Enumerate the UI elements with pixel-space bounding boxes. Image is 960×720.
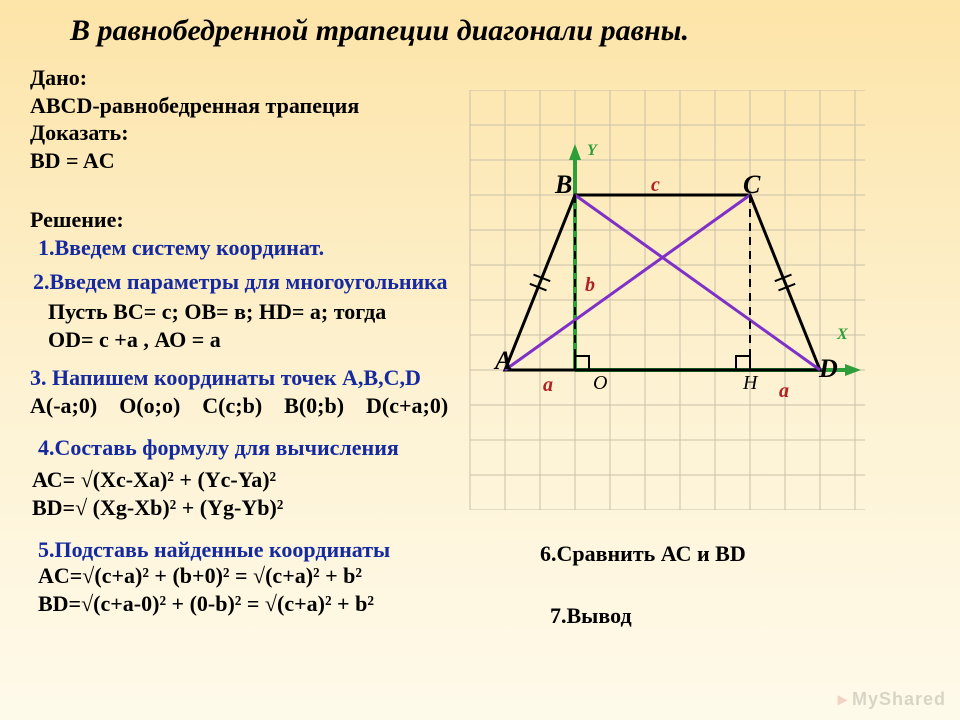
step4b: BD=√ (Хg-Хb)² + (Yg-Yb)²: [32, 495, 283, 520]
label-O: O: [593, 372, 607, 395]
step5-body: AC=√(c+a)² + (b+0)² = √(c+a)² + b² BD=√(…: [38, 562, 374, 617]
given-l3: BD = AC: [30, 148, 115, 173]
step6: 6.Сравнить АС и ВD: [540, 540, 746, 568]
page-title: В равнобедренной трапеции диагонали равн…: [70, 14, 689, 48]
step3a: А(-а;0) О(о;о) С(с;b) B(0;b) D(с+а;0): [30, 392, 448, 420]
given-l1: АВСD-равнобедренная трапеция: [30, 93, 359, 118]
step1: 1.Введем систему координат.: [38, 234, 324, 262]
step5a: AC=√(c+a)² + (b+0)² = √(c+a)² + b²: [38, 563, 362, 588]
given-heading: Дано:: [30, 65, 87, 90]
step2b: ОD= с +а , АО = а: [48, 327, 221, 352]
watermark: ▸MyShared: [838, 689, 946, 710]
geometry-diagram: A B C D O H a a b c X Y: [465, 90, 920, 510]
step3: 3. Напишем координаты точек А,В,С,D: [30, 364, 421, 392]
watermark-play-icon: ▸: [838, 689, 848, 709]
label-X: X: [837, 326, 848, 344]
label-A: A: [495, 346, 512, 376]
step2a: Пусть ВС= с; ОВ= в; НD= a; тогда: [48, 299, 386, 324]
label-b: b: [585, 274, 595, 297]
solution-heading: Решение:: [30, 206, 124, 234]
step2-body: Пусть ВС= с; ОВ= в; НD= a; тогда ОD= с +…: [48, 298, 386, 353]
label-c: c: [651, 174, 660, 197]
step2: 2.Введем параметры для многоугольника: [33, 268, 448, 296]
label-a1: a: [543, 374, 553, 397]
step5: 5.Подставь найденные координаты: [38, 536, 390, 564]
step5b: BD=√(c+a-0)² + (0-b)² = √(c+a)² + b²: [38, 591, 374, 616]
step4-body: АС= √(Хс-Ха)² + (Yc-Ya)² BD=√ (Хg-Хb)² +…: [32, 466, 283, 521]
given-l2: Доказать:: [30, 120, 129, 145]
label-H: H: [743, 372, 757, 395]
label-D: D: [819, 354, 838, 384]
step4a: АС= √(Хс-Ха)² + (Yc-Ya)²: [32, 467, 276, 492]
label-a2: a: [779, 380, 789, 403]
watermark-text: MyShared: [852, 689, 946, 709]
step7: 7.Вывод: [550, 602, 632, 630]
given-block: Дано: АВСD-равнобедренная трапеция Доказ…: [30, 64, 359, 174]
step4: 4.Составь формулу для вычисления: [38, 434, 399, 462]
label-B: B: [555, 170, 572, 200]
label-Y: Y: [587, 142, 597, 160]
label-C: C: [743, 170, 760, 200]
